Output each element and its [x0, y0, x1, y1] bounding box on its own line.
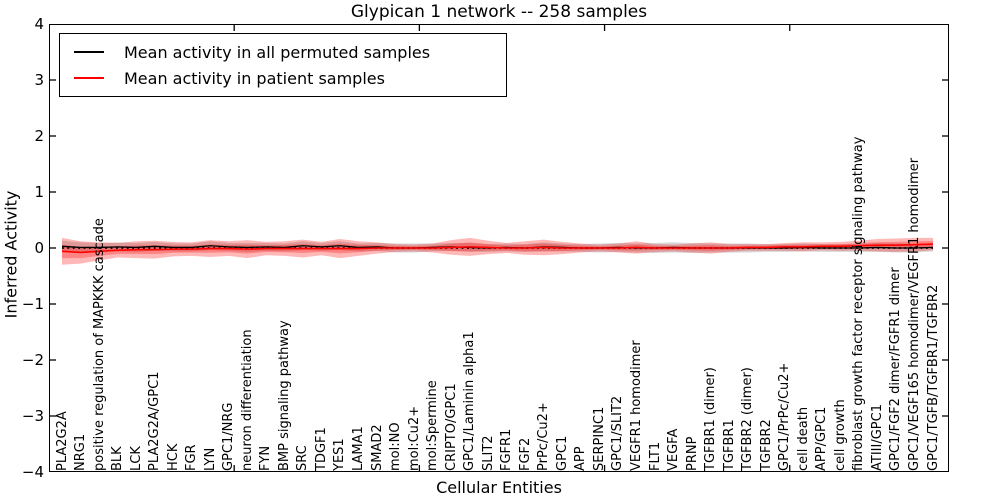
x-category-label: SMAD2 — [369, 424, 385, 471]
x-category-label: TGFBR1 (dimer) — [703, 367, 719, 471]
y-tick-label: −2 — [21, 351, 44, 369]
x-category-label: BLK — [110, 446, 126, 471]
y-tick-label: −4 — [21, 463, 44, 481]
x-category-label: SERPINC1 — [591, 406, 607, 471]
x-category-label: APP/GPC1 — [814, 406, 830, 471]
legend-entry-permuted: Mean activity in all permuted samples — [60, 43, 506, 62]
x-category-label: FGR — [184, 444, 200, 471]
x-category-label: cell growth — [832, 399, 848, 471]
x-category-label: LCK — [128, 446, 144, 471]
x-category-label: NRG1 — [73, 433, 89, 471]
band-0 — [62, 240, 933, 254]
x-category-label: LYN — [202, 447, 218, 471]
x-category-label: PLA2G2A/GPC1 — [147, 371, 163, 471]
band-2 — [62, 241, 933, 259]
x-category-label: GPC1/Laminin alpha1 — [462, 331, 478, 471]
x-category-label: GPC1 — [554, 435, 570, 471]
x-category-label: GPC1/TGFB/TGFBR1/TGFBR2 — [925, 284, 941, 471]
y-tick-label: −3 — [21, 407, 44, 425]
x-category-label: mol:Spermine — [425, 380, 441, 471]
x-category-label: cell death — [795, 406, 811, 471]
x-category-label: GPC1/PrPc/Cu2+ — [777, 362, 793, 471]
x-category-label: ATIII/GPC1 — [869, 404, 885, 471]
y-tick-label: −1 — [21, 295, 44, 313]
x-category-label: positive regulation of MAPKKK cascade — [91, 218, 107, 471]
x-category-label: GPC1/SLIT2 — [610, 395, 626, 471]
x-category-label: GPC1/VEGF165 homodimer/VEGFR1 homodimer — [906, 157, 922, 471]
x-category-label: neuron differentiation — [239, 329, 255, 471]
x-category-label: HCK — [165, 443, 181, 471]
x-category-label: FGFR1 — [499, 428, 515, 471]
legend-line-patient-icon — [74, 77, 104, 79]
legend-box: Mean activity in all permuted samples Me… — [59, 33, 507, 97]
x-category-label: SLIT2 — [480, 435, 496, 471]
legend-label-patient: Mean activity in patient samples — [124, 68, 385, 88]
band-1 — [62, 237, 933, 265]
y-tick-label: 3 — [34, 71, 44, 89]
x-category-label: LAMA1 — [351, 426, 366, 471]
y-tick-label: 1 — [34, 183, 44, 201]
chart-title: Glypican 1 network -- 258 samples — [350, 2, 648, 22]
x-category-label: TGFBR1 — [721, 419, 737, 471]
x-category-label: VEGFR1 homodimer — [628, 340, 644, 471]
x-category-label: mol:NO — [388, 422, 404, 471]
series-line-1 — [61, 243, 934, 254]
x-category-label: YES1 — [332, 438, 348, 471]
x-category-label: PrPc/Cu2+ — [536, 402, 552, 471]
legend-label-permuted: Mean activity in all permuted samples — [124, 42, 431, 62]
x-category-label: PRNP — [684, 436, 700, 471]
legend-entry-patient: Mean activity in patient samples — [60, 69, 506, 88]
x-category-label: GPC1/NRG — [221, 402, 237, 471]
x-category-label: FGF2 — [517, 437, 533, 471]
x-category-label: fibroblast growth factor receptor signal… — [851, 136, 867, 471]
x-category-label: FYN — [258, 445, 274, 471]
x-category-label: CRIPTO/GPC1 — [443, 383, 459, 471]
x-category-label: APP — [573, 446, 589, 471]
plot-area — [49, 24, 949, 472]
legend-line-permuted-icon — [74, 51, 104, 53]
x-category-label: GPC1/FGF2 dimer/FGFR1 dimer — [888, 267, 904, 471]
x-category-label: TGFBR2 — [758, 419, 774, 471]
y-tick-label: 2 — [34, 127, 44, 145]
x-category-label: TDGF1 — [313, 427, 329, 471]
x-category-label: SRC — [295, 445, 311, 471]
x-category-label: VEGFA — [666, 428, 682, 471]
y-tick-label: 4 — [34, 15, 44, 33]
x-category-label: TGFBR2 (dimer) — [740, 367, 756, 471]
x-axis-label: Cellular Entities — [436, 478, 562, 497]
x-category-label: PLA2G2A — [54, 411, 70, 471]
x-category-label: BMP signaling pathway — [276, 320, 292, 471]
x-category-label: mol:Cu2+ — [406, 405, 422, 471]
x-category-label: FLT1 — [647, 441, 663, 471]
y-tick-label: 0 — [34, 239, 44, 257]
